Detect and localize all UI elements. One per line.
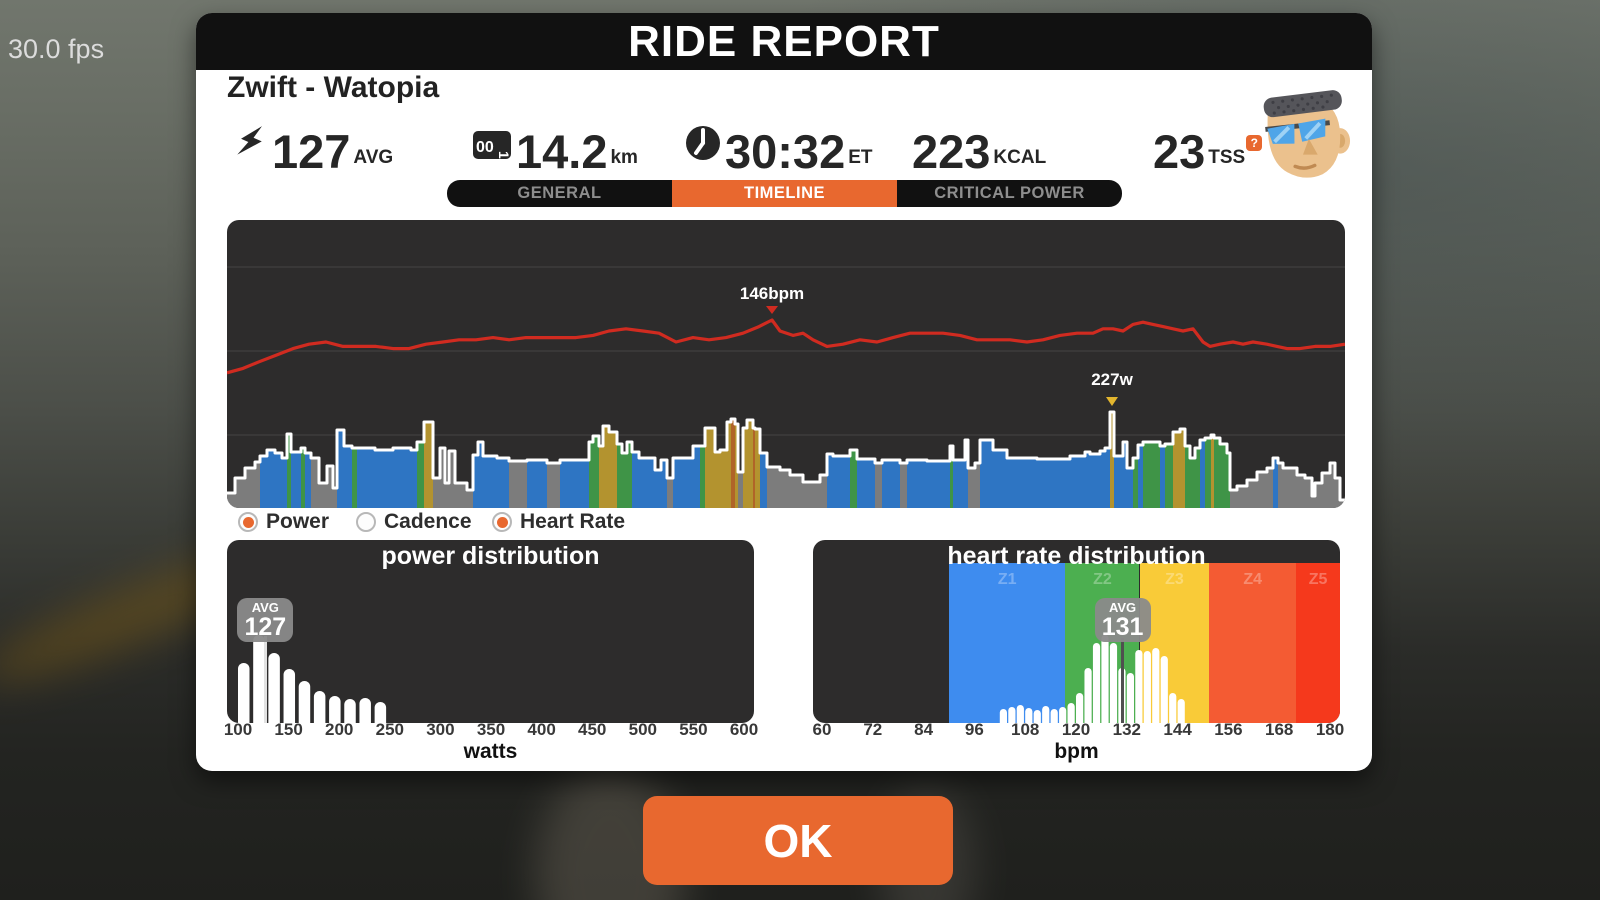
heart-rate-radio-icon[interactable] (492, 512, 512, 532)
hr-zone-bands: Z1 Z2 Z3 Z4 Z5 (813, 540, 1340, 723)
stat-unit: KCAL (993, 147, 1047, 168)
tss-help-icon[interactable]: ? (1246, 135, 1263, 151)
cadence-radio-icon[interactable] (356, 512, 376, 532)
stat-value: 14.2 (516, 124, 608, 178)
svg-text:00: 00 (476, 139, 494, 156)
stat-value: 23 (1153, 124, 1206, 178)
hr-axis-ticks: 60 72 84 96 108 120 132 144 156 168 180 (812, 720, 1345, 739)
stat-value: 223 (912, 124, 991, 178)
tab-timeline[interactable]: TIMELINE (672, 180, 897, 207)
ride-world-title: Zwift - Watopia (227, 71, 440, 104)
stat-unit: AVG (353, 147, 394, 168)
power-axis-label: watts (463, 740, 518, 763)
ok-button[interactable]: OK (643, 796, 953, 885)
odometer-icon: 00 1 (472, 129, 512, 166)
hr-distribution-chart: Z1 Z2 Z3 Z4 Z5 heart rate distribution AVG 1… (813, 540, 1340, 723)
stat-tss: 23 TSS ? (1153, 115, 1263, 178)
dialog-title: RIDE REPORT (628, 16, 940, 66)
tab-general[interactable]: GENERAL (447, 180, 672, 207)
heart-rate-series-toggle[interactable]: Heart Rate (492, 510, 625, 534)
stat-avg-power: 127 AVG (234, 115, 394, 178)
stat-elapsed-time: 30:32 ET (685, 115, 873, 178)
power-avg-line (263, 636, 267, 723)
power-axis-ticks: 100 150 200 250 300 350 400 450 500 550 600 (223, 720, 759, 739)
hr-distribution-title: heart rate distribution (947, 542, 1206, 570)
power-distribution-title: power distribution (381, 542, 600, 570)
hr-axis-label: bpm (1054, 740, 1099, 763)
report-tabs: GENERAL TIMELINE CRITICAL POWER (447, 180, 1122, 207)
power-radio-icon[interactable] (238, 512, 258, 532)
stat-value: 127 (272, 124, 351, 178)
stat-unit: ET (848, 147, 873, 168)
lightning-icon (234, 121, 268, 166)
power-series-toggle[interactable]: Power (238, 510, 329, 534)
stat-unit: TSS (1208, 147, 1246, 168)
hr-avg-line (1121, 638, 1125, 723)
svg-text:1: 1 (496, 151, 512, 159)
hr-avg-badge: AVG 131 (1094, 598, 1151, 642)
clock-icon (685, 125, 721, 166)
max-hr-annotation: 146bpm (739, 284, 805, 303)
stat-calories: 223 KCAL (912, 115, 1047, 178)
stat-value: 30:32 (725, 124, 846, 178)
power-distribution-chart: power distribution AVG 127 (227, 540, 754, 723)
power-avg-badge: AVG 127 (237, 598, 294, 642)
dialog-header: RIDE REPORT (196, 13, 1372, 70)
fps-counter: 30.0 fps (8, 34, 105, 64)
rider-avatar (1254, 87, 1352, 183)
cadence-series-toggle[interactable]: Cadence (356, 510, 472, 534)
stat-distance: 00 1 14.2 km (472, 115, 638, 178)
max-power-marker-icon (1106, 397, 1118, 412)
ride-report-dialog: RIDE REPORT Zwift - Watopia 127 AVG 00 1 … (196, 13, 1372, 771)
max-hr-marker-icon (766, 306, 778, 320)
stat-unit: km (610, 147, 638, 168)
timeline-chart: 146bpm 227w (227, 220, 1345, 508)
max-power-annotation: 227w (1091, 370, 1133, 389)
tab-critical-power[interactable]: CRITICAL POWER (897, 180, 1122, 207)
